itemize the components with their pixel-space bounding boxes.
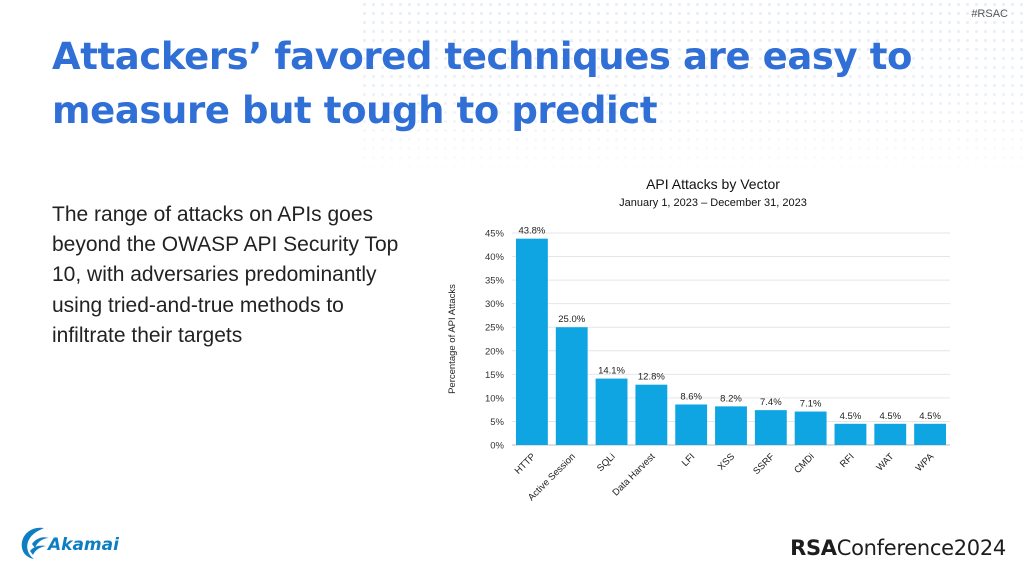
chart-subtitle: January 1, 2023 – December 31, 2023	[619, 197, 807, 209]
y-tick-label: 0%	[490, 441, 504, 452]
bar-value-label: 7.1%	[800, 399, 822, 410]
bar-value-label: 8.6%	[680, 391, 702, 402]
bar-sqli	[595, 378, 628, 445]
bar-value-label: 8.2%	[720, 393, 742, 404]
api-attacks-bar-chart: API Attacks by Vector January 1, 2023 – D…	[447, 176, 950, 503]
bar-wat	[874, 423, 907, 445]
bar-value-label: 4.5%	[919, 411, 941, 422]
hashtag-label: #RSAC	[971, 8, 1008, 20]
x-tick-label: SSRF	[751, 451, 777, 477]
bar-value-label: 12.8%	[638, 372, 665, 383]
slide-title: Attackers’ favored techniques are easy t…	[52, 35, 913, 132]
x-tick-label: WPA	[914, 451, 937, 474]
bar-rfi	[834, 423, 867, 445]
x-tick-label: WAT	[874, 451, 896, 473]
dot-pattern-fade	[360, 0, 1024, 180]
rsa-logo-year: 2024	[953, 536, 1007, 560]
x-tick-label: LFI	[680, 451, 697, 468]
bar-value-label: 43.8%	[518, 226, 545, 237]
y-tick-label: 20%	[485, 346, 505, 357]
x-tick-label: RFI	[838, 451, 857, 470]
bar-cmdi	[794, 411, 827, 445]
akamai-logo: Akamai	[18, 522, 138, 562]
akamai-wordmark: Akamai	[48, 535, 119, 555]
bar-xss	[715, 406, 747, 445]
slide-body-text: The range of attacks on APIs goes beyond…	[52, 203, 399, 347]
bar-lfi	[675, 404, 708, 445]
y-tick-label: 40%	[485, 252, 505, 263]
x-tick-label: Data Harvest	[611, 451, 658, 498]
bar-value-label: 14.1%	[598, 366, 625, 377]
x-tick-label: CMDi	[792, 451, 817, 476]
bar-value-label: 4.5%	[840, 411, 862, 422]
chart-title: API Attacks by Vector	[646, 176, 780, 192]
y-tick-label: 45%	[485, 229, 505, 240]
bar-value-label: 7.4%	[760, 397, 782, 408]
y-tick-label: 5%	[490, 417, 504, 428]
y-tick-label: 25%	[485, 323, 505, 334]
y-axis-label: Percentage of API Attacks	[447, 284, 458, 394]
rsa-conference-logo: RSAConference2024	[790, 536, 1006, 560]
bar-value-label: 4.5%	[879, 411, 901, 422]
x-tick-label: HTTP	[513, 451, 538, 476]
bar-value-label: 25.0%	[558, 314, 585, 325]
bar-active-session	[555, 327, 588, 445]
bar-wpa	[914, 423, 947, 445]
bar-data-harvest	[635, 384, 668, 445]
x-tick-label: XSS	[716, 451, 737, 472]
y-tick-label: 30%	[485, 299, 505, 310]
y-tick-label: 10%	[485, 393, 505, 404]
bar-http	[515, 238, 548, 445]
y-tick-label: 15%	[485, 370, 505, 381]
y-tick-label: 35%	[485, 276, 505, 287]
akamai-wave-icon	[21, 527, 49, 559]
rsa-logo-bold: RSA	[790, 536, 837, 560]
bar-ssrf	[754, 410, 787, 445]
x-tick-label: SQLi	[595, 451, 618, 474]
rsa-logo-conference: Conference	[836, 536, 954, 560]
